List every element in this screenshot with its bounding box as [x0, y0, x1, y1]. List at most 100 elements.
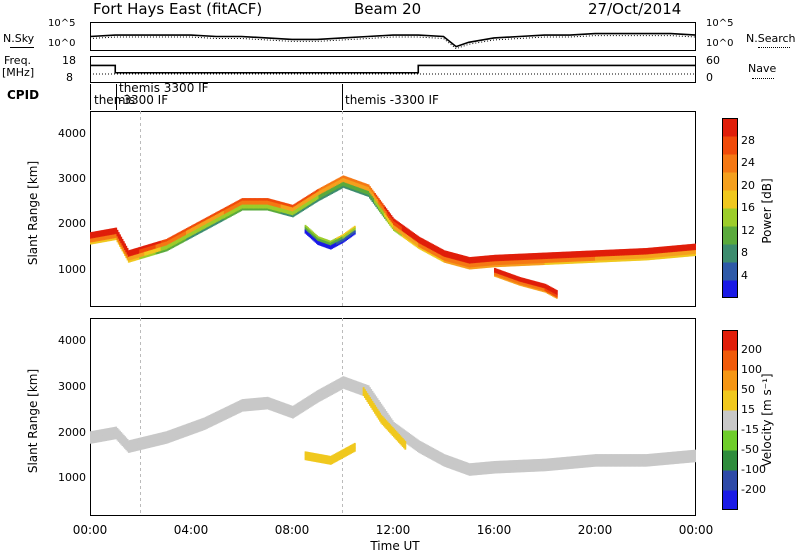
heatmap-cell — [140, 439, 143, 442]
heatmap-cell — [688, 252, 691, 255]
colorbar-swatch — [722, 190, 738, 209]
heatmap-cell — [394, 426, 397, 430]
heatmap-cell — [613, 259, 616, 262]
heatmap-cell — [635, 250, 638, 254]
heatmap-cell — [244, 408, 246, 412]
heatmap-cell — [557, 255, 559, 259]
heatmap-cell — [597, 252, 600, 255]
heatmap-cell — [419, 241, 422, 244]
heatmap-cell — [352, 232, 355, 235]
heatmap-cell — [381, 203, 384, 206]
heatmap-cell — [113, 235, 116, 239]
heatmap-cell — [466, 262, 469, 265]
heatmap-cell — [103, 233, 106, 237]
heatmap-cell — [683, 252, 686, 256]
heatmap-cell — [389, 215, 392, 218]
heatmap-cell — [541, 287, 544, 290]
heatmap-cell — [382, 204, 385, 208]
heatmap-cell — [242, 204, 245, 207]
heatmap-cell — [535, 285, 538, 288]
heatmap-cell — [539, 283, 542, 286]
heatmap-cell — [146, 437, 149, 441]
heatmap-cell — [310, 200, 313, 204]
heatmap-cell — [100, 437, 102, 440]
heatmap-cell — [569, 251, 572, 254]
heatmap-cell — [432, 244, 434, 247]
heatmap-cell — [496, 260, 499, 264]
heatmap-cell — [112, 230, 115, 233]
heatmap-cell — [281, 204, 284, 207]
heatmap-cell — [488, 255, 491, 258]
heatmap-cell — [568, 251, 571, 255]
heatmap-cell — [228, 409, 231, 412]
heatmap-cell — [225, 214, 227, 218]
heatmap-cell — [262, 207, 265, 211]
heatmap-cell — [596, 256, 599, 259]
heatmap-cell — [439, 258, 442, 261]
heatmap-cell — [227, 205, 230, 209]
heatmap-cell — [560, 257, 563, 261]
heatmap-cell — [148, 246, 150, 249]
heatmap-cell — [509, 277, 512, 280]
heatmap-cell — [370, 389, 373, 392]
heatmap-cell — [535, 258, 538, 262]
heatmap-cell — [439, 250, 442, 253]
heatmap-cell — [341, 238, 344, 241]
heatmap-cell — [475, 256, 477, 260]
heatmap-cell — [216, 419, 219, 422]
heatmap-cell — [511, 274, 514, 277]
heatmap-cell — [588, 252, 591, 256]
heatmap-cell — [284, 202, 287, 206]
heatmap-cell — [231, 409, 234, 413]
heatmap-cell — [391, 216, 394, 220]
heatmap-cell — [367, 190, 370, 193]
heatmap-cell — [284, 409, 287, 412]
heatmap-cell — [685, 254, 688, 257]
heatmap-cell — [428, 249, 431, 253]
heatmap-cell — [496, 272, 499, 275]
heatmap-cell — [413, 238, 416, 242]
heatmap-cell — [632, 256, 635, 260]
heatmap-cell — [124, 440, 126, 443]
heatmap-cell — [483, 265, 486, 269]
heatmap-cell — [525, 282, 528, 285]
colorbar-tick-label: 28 — [741, 133, 755, 147]
heatmap-cell — [432, 252, 434, 255]
heatmap-cell — [640, 250, 643, 253]
heatmap-cell — [187, 427, 190, 430]
heatmap-cell — [321, 389, 323, 393]
heatmap-cell — [242, 408, 245, 412]
heatmap-cell — [360, 181, 363, 185]
heatmap-cell — [372, 394, 375, 398]
heatmap-cell — [543, 262, 546, 266]
heatmap-cell — [558, 253, 561, 257]
heatmap-cell — [545, 262, 548, 265]
heatmap-cell — [312, 395, 315, 398]
heatmap-cell — [350, 380, 352, 384]
heatmap-cell — [588, 256, 591, 260]
heatmap-cell — [621, 251, 624, 254]
heatmap-cell — [252, 204, 255, 207]
heatmap-cell — [523, 282, 525, 285]
heatmap-cell — [453, 258, 456, 262]
heatmap-cell — [395, 427, 398, 431]
heatmap-cell — [214, 222, 217, 225]
heatmap-cell — [692, 251, 695, 255]
heatmap-cell — [168, 247, 171, 250]
heatmap-cell — [342, 185, 345, 188]
heatmap-cell — [230, 210, 232, 213]
heatmap-cell — [286, 414, 289, 417]
heatmap-cell — [211, 421, 214, 425]
heatmap-cell — [381, 405, 384, 409]
heatmap-cell — [535, 256, 538, 260]
heatmap-cell — [553, 288, 556, 291]
heatmap-cell — [399, 228, 402, 232]
heatmap-cell — [289, 214, 292, 217]
heatmap-cell — [577, 258, 580, 262]
heatmap-cell — [515, 275, 518, 278]
heatmap-cell — [246, 404, 249, 408]
heatmap-cell — [351, 385, 354, 388]
heatmap-cell — [236, 409, 239, 413]
heatmap-cell — [185, 429, 188, 433]
heatmap-cell — [129, 249, 131, 253]
